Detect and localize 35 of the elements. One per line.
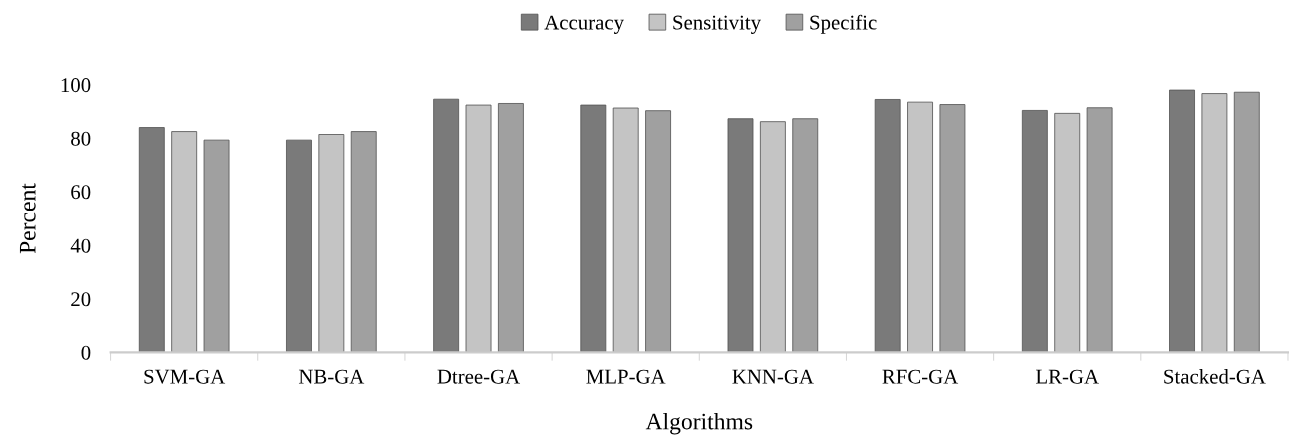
x-tick-label: RFC-GA [882, 369, 959, 384]
bar [645, 110, 672, 353]
bar [1086, 107, 1113, 353]
x-tick-label: MLP-GA [586, 369, 666, 384]
y-tick-label: 20 [71, 292, 91, 307]
bar [939, 104, 966, 353]
x-tick-label: NB-GA [298, 369, 365, 384]
legend-label: Accuracy [544, 15, 624, 34]
y-tick-label: 40 [70, 238, 91, 253]
y-axis-title: Percent [19, 183, 36, 254]
bar [138, 127, 165, 353]
bar [874, 99, 901, 353]
legend-label: Sensitivity [673, 15, 762, 34]
x-tick-label: LR-GA [1036, 369, 1099, 384]
x-tick-label: SVM-GA [144, 369, 226, 384]
x-axis-title: Algorithms [645, 412, 753, 435]
bar [1021, 110, 1048, 353]
bar [1233, 91, 1260, 353]
bar [580, 104, 607, 353]
y-tick-label: 60 [71, 185, 91, 200]
x-tick-label: Dtree-GA [437, 369, 521, 384]
bar [286, 139, 312, 353]
bar [1169, 89, 1195, 353]
y-tick-label: 100 [61, 78, 91, 93]
bar [497, 103, 524, 353]
y-tick-label: 0 [81, 345, 91, 360]
x-tick-label: Stacked-GA [1164, 369, 1266, 384]
bar [433, 98, 460, 353]
bar [792, 118, 819, 353]
bar [203, 139, 230, 353]
x-tick-label: KNN-GA [732, 369, 814, 384]
bar [350, 131, 377, 353]
y-tick-label: 80 [71, 131, 91, 146]
bar [727, 118, 754, 353]
legend-label: Specific [810, 14, 877, 34]
